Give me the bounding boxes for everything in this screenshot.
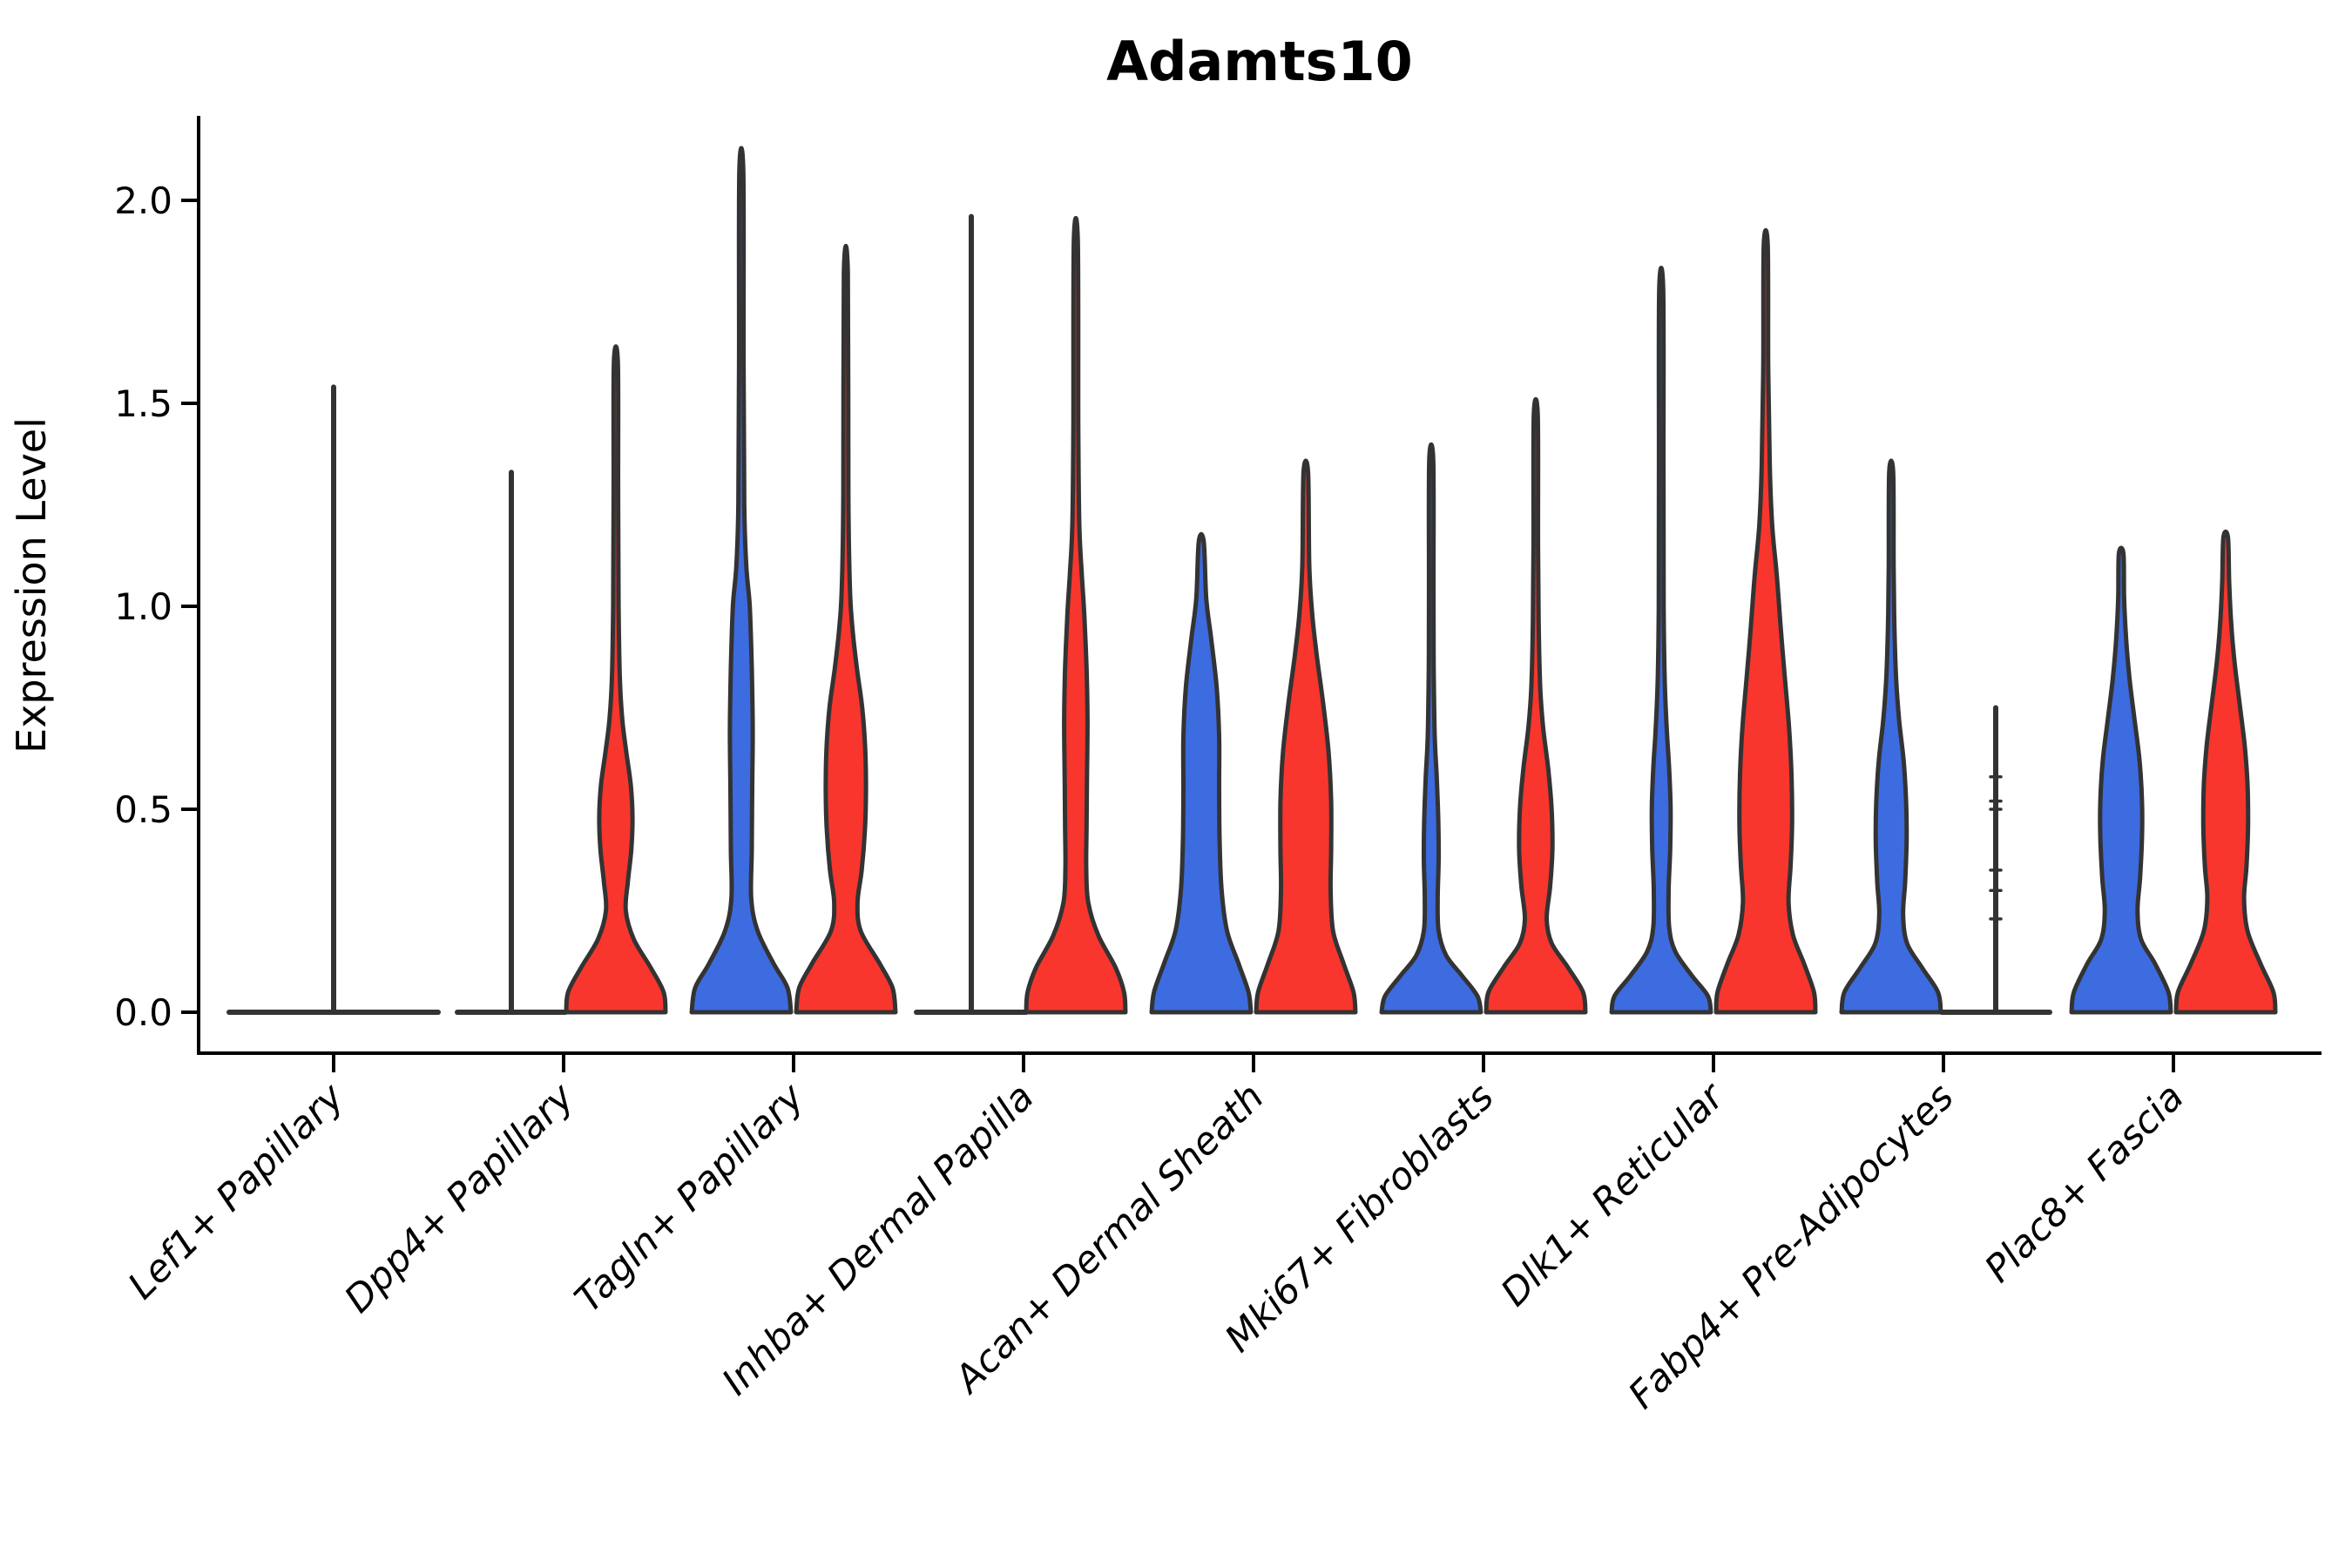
x-tick-label-9: Plac8+ Fascia: [1977, 1075, 2193, 1291]
y-tick-label: 2.0: [114, 179, 172, 222]
y-axis-label: Expression Level: [8, 417, 55, 754]
violin-dlk1-reticular-blue: [1609, 266, 1713, 1015]
violin-fabp4-pre-adipocytes-blue: [1839, 458, 1943, 1015]
x-tick-label-1: Lef1+ Papillary: [120, 1075, 353, 1308]
violin-dpp4-papillary-red: [564, 344, 668, 1015]
violin-acan-dermal-sheath-blue: [1149, 531, 1254, 1015]
x-tick-label-2: Dpp4+ Papillary: [336, 1075, 583, 1321]
violin-dlk1-reticular-red: [1713, 227, 1818, 1015]
violin-tagln-papillary-blue: [689, 145, 794, 1015]
chart-title: Adamts10: [1106, 30, 1413, 93]
violin-inhba-dermal-papilla-red: [1024, 216, 1128, 1015]
violins-layer: [226, 145, 2278, 1015]
y-tick-label: 0.0: [114, 991, 172, 1034]
violin-mki67-fibroblasts-blue: [1379, 442, 1484, 1015]
violin-tagln-papillary-red: [794, 243, 898, 1015]
x-tick-label-3: Tagln+ Papillary: [567, 1075, 814, 1321]
y-tick-label: 1.0: [114, 585, 172, 628]
x-tick-label-7: Dlk1+ Reticular: [1493, 1074, 1734, 1315]
violin-plac8-fascia-blue: [2069, 545, 2173, 1015]
violin-acan-dermal-sheath-red: [1254, 458, 1358, 1015]
y-tick-label: 0.5: [114, 788, 172, 831]
y-tick-label: 1.5: [114, 382, 172, 425]
violin-plac8-fascia-red: [2173, 529, 2278, 1015]
violin-mki67-fibroblasts-red: [1484, 396, 1588, 1015]
axes: [181, 116, 2322, 1072]
